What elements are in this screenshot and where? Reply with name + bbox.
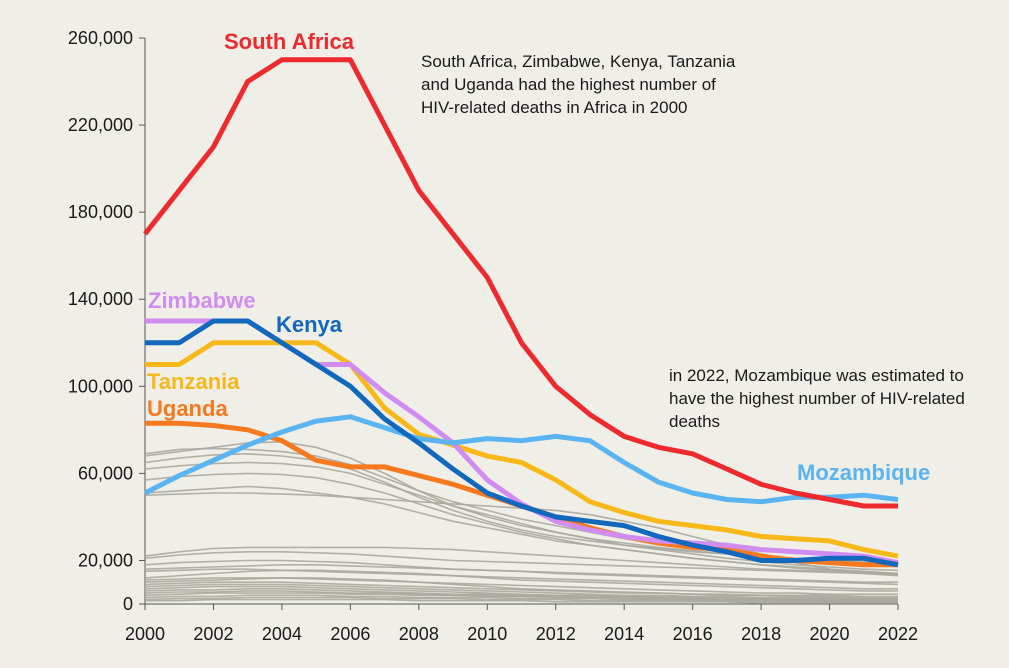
series-line-kenya — [145, 318, 899, 568]
y-tick-label-0: 0 — [123, 594, 133, 614]
background-series-line-23 — [144, 596, 898, 603]
background-series-line-6 — [144, 485, 899, 575]
axes — [144, 38, 898, 610]
series-label-uganda: Uganda — [147, 396, 228, 421]
x-tick-label-2022: 2022 — [878, 624, 918, 644]
x-axis-ticks: 2000 2002 2004 2006 2008 2010 2012 2014 2016 2018… — [125, 604, 918, 644]
x-tick-label-2016: 2016 — [673, 624, 713, 644]
x-tick-label-2006: 2006 — [330, 624, 370, 644]
series-label-tanzania: Tanzania — [147, 369, 240, 394]
y-tick-label-220000: 220,000 — [68, 115, 133, 135]
series-label-mozambique: Mozambique — [797, 460, 930, 485]
x-tick-label-2008: 2008 — [399, 624, 439, 644]
y-axis-ticks: 0 20,000 60,000 100,000 140,000 180,000 220,00… — [68, 28, 145, 614]
y-tick-label-60000: 60,000 — [78, 463, 133, 483]
annotation-2022-mozambique: in 2022, Mozambique was estimated to hav… — [669, 366, 965, 431]
series-labels: South Africa Zimbabwe Kenya Tanzania Uga… — [147, 29, 930, 485]
background-series-line-16 — [144, 581, 898, 598]
background-series-line-11 — [144, 564, 899, 586]
background-series-line-13 — [144, 569, 898, 592]
highlighted-series — [143, 57, 899, 568]
background-series-line-22 — [144, 594, 898, 603]
series-label-south-africa: South Africa — [224, 29, 355, 54]
x-tick-label-2020: 2020 — [810, 624, 850, 644]
background-series-line-9 — [144, 551, 899, 576]
x-tick-label-2004: 2004 — [262, 624, 302, 644]
x-tick-label-2014: 2014 — [604, 624, 644, 644]
series-label-kenya: Kenya — [276, 312, 343, 337]
background-series-line-17 — [144, 583, 898, 600]
background-series — [144, 441, 899, 604]
x-tick-label-2010: 2010 — [467, 624, 507, 644]
y-tick-label-260000: 260,000 — [68, 28, 133, 48]
x-tick-label-2018: 2018 — [741, 624, 781, 644]
series-label-zimbabwe: Zimbabwe — [148, 288, 256, 313]
series-line-mozambique — [143, 414, 899, 505]
x-tick-label-2012: 2012 — [536, 624, 576, 644]
series-line-south-africa — [143, 57, 898, 509]
annotation-2000-top-five: South Africa, Zimbabwe, Kenya, Tanzania … — [421, 52, 736, 117]
y-tick-label-180000: 180,000 — [68, 202, 133, 222]
background-series-line-24 — [145, 598, 898, 604]
x-tick-label-2002: 2002 — [193, 624, 233, 644]
y-tick-label-20000: 20,000 — [78, 550, 133, 570]
x-tick-label-2000: 2000 — [125, 624, 165, 644]
y-tick-label-100000: 100,000 — [68, 376, 133, 396]
background-series-line-8 — [144, 546, 899, 575]
series-line-tanzania — [145, 340, 899, 559]
y-tick-label-140000: 140,000 — [68, 289, 133, 309]
